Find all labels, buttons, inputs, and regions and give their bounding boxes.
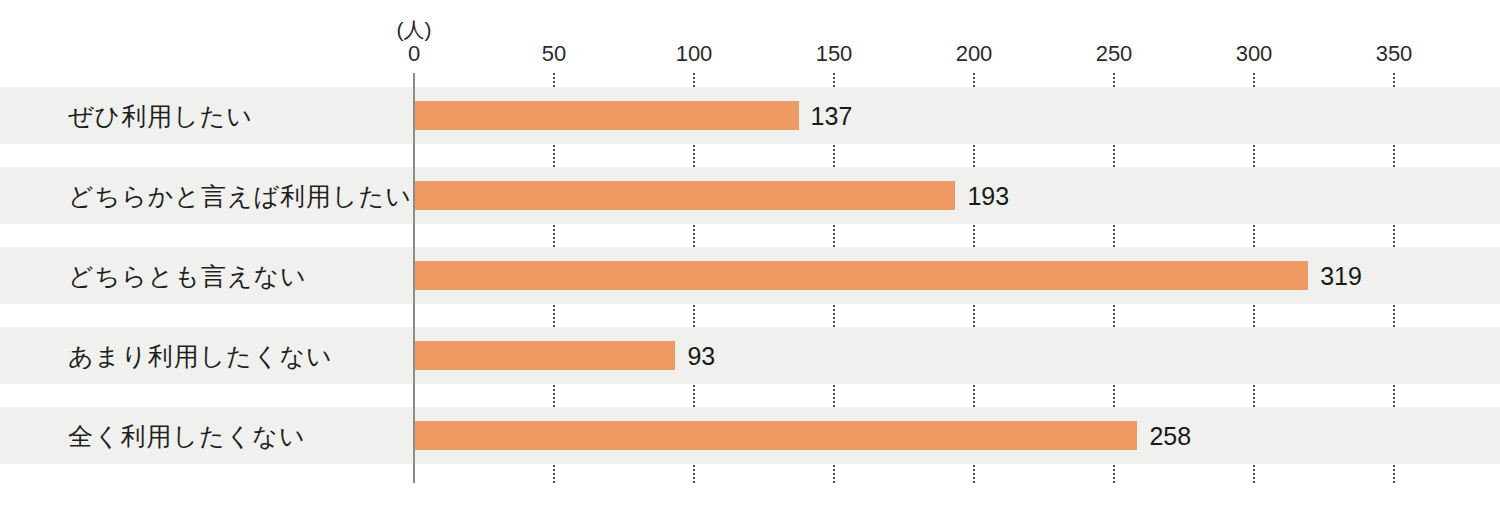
bar xyxy=(415,341,675,370)
bar xyxy=(415,181,955,210)
axis-tick-label: 100 xyxy=(676,41,713,67)
category-label: どちらかと言えば利用したい xyxy=(68,179,412,212)
category-label: あまり利用したくない xyxy=(68,339,333,372)
category-label: ぜひ利用したい xyxy=(68,99,253,132)
category-label: 全く利用したくない xyxy=(68,419,306,452)
bar xyxy=(415,261,1308,290)
value-label: 319 xyxy=(1320,261,1362,290)
row-band: あまり利用したくない xyxy=(0,327,1500,384)
axis-tick-label: 50 xyxy=(542,41,566,67)
bar xyxy=(415,421,1137,450)
axis-tick-label: 150 xyxy=(816,41,853,67)
axis-tick-label: 350 xyxy=(1376,41,1413,67)
axis-tick-label: 200 xyxy=(956,41,993,67)
value-label: 193 xyxy=(967,181,1009,210)
bar-chart: (人) 0 50 100 150 200 250 300 350 ぜひ利用したい どちらかと言… xyxy=(0,0,1500,514)
axis-tick-label: 300 xyxy=(1236,41,1273,67)
category-label: どちらとも言えない xyxy=(68,259,307,292)
axis-tick-label: 250 xyxy=(1096,41,1133,67)
value-label: 93 xyxy=(687,341,715,370)
value-label: 258 xyxy=(1149,421,1191,450)
value-label: 137 xyxy=(811,101,853,130)
axis-tick-label: 0 xyxy=(408,41,420,67)
bar xyxy=(415,101,799,130)
axis-unit-label: (人) xyxy=(397,16,432,44)
